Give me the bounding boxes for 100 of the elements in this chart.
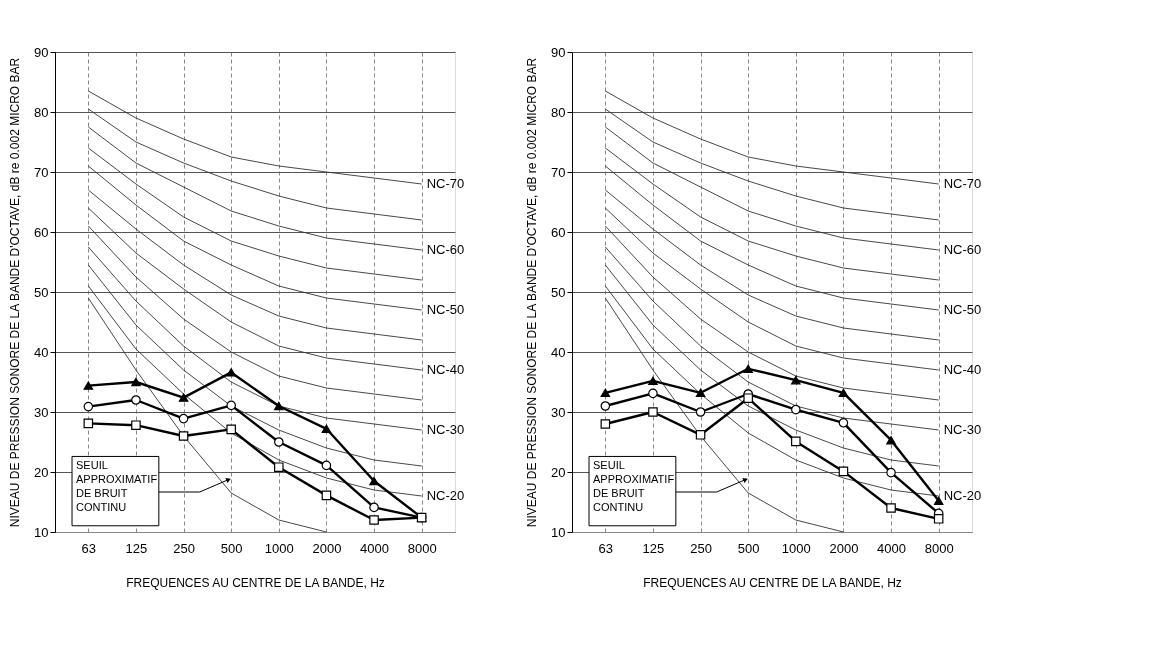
point	[648, 388, 658, 399]
y-tick-label: 80	[551, 104, 566, 120]
line-series	[604, 126, 940, 251]
y-tick-label: 10	[551, 524, 566, 540]
point	[648, 376, 658, 386]
point	[600, 419, 611, 429]
y-tick-label: 30	[34, 404, 49, 420]
point	[321, 424, 332, 434]
series-label: NC-50	[426, 302, 465, 317]
y-tick-label: 50	[551, 284, 566, 300]
point	[886, 467, 896, 478]
point	[226, 368, 236, 377]
series-label: NC-50	[943, 302, 982, 317]
y-tick-label: 40	[551, 344, 566, 360]
series-label: NC-70	[943, 176, 982, 191]
point	[131, 395, 141, 405]
series-label: NC-40	[426, 362, 465, 377]
point	[791, 375, 801, 385]
line-series	[87, 246, 423, 431]
series-label: NC-70	[426, 176, 465, 191]
line-series	[604, 108, 940, 221]
line-series	[604, 246, 940, 431]
x-tick-label: 8000	[407, 540, 437, 556]
y-tick-label: 50	[34, 284, 49, 300]
point	[226, 400, 236, 411]
annotation: SEUIL APPROXIMATIF DE BRUIT CONTINU	[76, 459, 158, 514]
y-tick-label: 60	[34, 224, 49, 240]
x-tick-label: 8000	[924, 540, 954, 556]
line-series	[87, 207, 423, 371]
point	[369, 476, 379, 486]
y-tick-label: 30	[551, 404, 566, 420]
point	[321, 490, 332, 501]
point	[886, 435, 896, 445]
line-series	[604, 189, 940, 341]
x-tick-label: 1000	[781, 540, 811, 556]
y-tick-label: 70	[551, 164, 566, 180]
line-series	[87, 126, 423, 251]
line-series	[604, 90, 940, 185]
x-tick-label: 500	[737, 540, 760, 556]
line-series	[604, 147, 940, 281]
series-label: NC-20	[943, 488, 982, 503]
x-tick-label: 2000	[312, 540, 342, 556]
point	[838, 466, 849, 477]
point	[933, 514, 944, 524]
x-tick-label: 500	[220, 540, 243, 556]
x-tick-label: 250	[690, 540, 712, 556]
x-tick-label: 1000	[264, 540, 294, 556]
annotation: SEUIL APPROXIMATIF DE BRUIT CONTINU	[593, 459, 675, 514]
point	[131, 420, 141, 430]
x-tick-label: 63	[598, 540, 614, 556]
x-tick-label: 4000	[360, 540, 390, 556]
y-tick-label: 20	[551, 464, 566, 480]
y-tick-label: 10	[34, 524, 49, 540]
line-series	[87, 189, 423, 341]
y-tick-label: 70	[34, 164, 49, 180]
point	[600, 388, 611, 398]
line-series	[87, 108, 423, 221]
point	[321, 460, 332, 471]
y-axis-title: NIVEAU DE PRESSION SONORE DE LA BANDE D'OCTAVE, dB re 0.002 MICRO BAR	[525, 57, 540, 528]
y-axis-title: NIVEAU DE PRESSION SONORE DE LA BANDE D'OCTAVE, dB re 0.002 MICRO BAR	[8, 57, 23, 528]
x-axis-title: FREQUENCES AU CENTRE DE LA BANDE, Hz	[126, 575, 385, 590]
series-label: NC-20	[426, 488, 465, 503]
y-tick-label: 90	[551, 44, 566, 60]
point	[648, 407, 658, 417]
line-series	[604, 165, 940, 311]
point	[600, 401, 611, 411]
line-series	[87, 225, 423, 401]
y-tick-label: 60	[551, 224, 566, 240]
x-axis-title: FREQUENCES AU CENTRE DE LA BANDE, Hz	[643, 575, 902, 590]
point	[743, 393, 753, 403]
point	[178, 431, 189, 441]
x-tick-label: 63	[81, 540, 97, 556]
y-tick-label: 20	[34, 464, 49, 480]
x-tick-label: 2000	[829, 540, 859, 556]
point	[695, 430, 706, 440]
point	[83, 418, 94, 429]
point	[933, 496, 944, 506]
line-series	[87, 90, 423, 185]
line-series	[87, 147, 423, 281]
point	[83, 401, 94, 412]
point	[274, 437, 284, 447]
point	[178, 413, 189, 424]
x-tick-label: 250	[173, 540, 195, 556]
series-label: NC-60	[943, 242, 982, 257]
point	[369, 515, 379, 525]
point	[886, 503, 896, 513]
y-tick-label: 90	[34, 44, 49, 60]
x-tick-label: 4000	[877, 540, 907, 556]
point	[369, 502, 379, 513]
line-series	[87, 165, 423, 311]
point	[791, 436, 801, 447]
point	[178, 393, 189, 402]
line-series	[604, 207, 940, 371]
line-series	[604, 225, 940, 401]
series-label: NC-40	[943, 362, 982, 377]
y-tick-label: 40	[34, 344, 49, 360]
point	[131, 377, 141, 387]
series-label: NC-60	[426, 242, 465, 257]
x-tick-label: 125	[125, 540, 148, 556]
point	[226, 424, 236, 435]
